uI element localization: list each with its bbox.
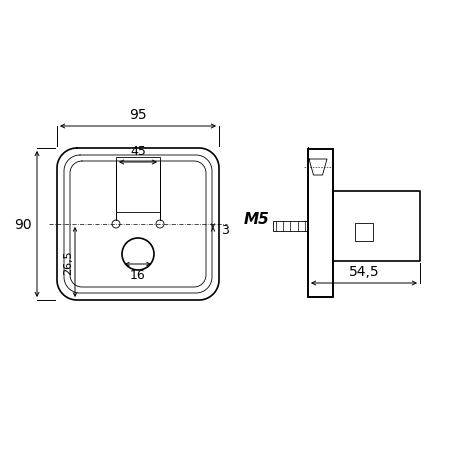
Text: 54,5: 54,5 bbox=[348, 264, 379, 279]
Text: 95: 95 bbox=[129, 108, 146, 122]
Text: M5: M5 bbox=[243, 211, 269, 226]
Text: 90: 90 bbox=[14, 218, 32, 231]
Text: 45: 45 bbox=[130, 145, 146, 157]
Bar bbox=[354, 224, 372, 241]
Text: 3: 3 bbox=[220, 223, 229, 236]
Text: 16: 16 bbox=[130, 269, 146, 281]
Bar bbox=[116, 157, 160, 213]
Bar bbox=[308, 150, 332, 297]
Bar bbox=[272, 222, 308, 231]
Text: 26,5: 26,5 bbox=[63, 250, 73, 275]
